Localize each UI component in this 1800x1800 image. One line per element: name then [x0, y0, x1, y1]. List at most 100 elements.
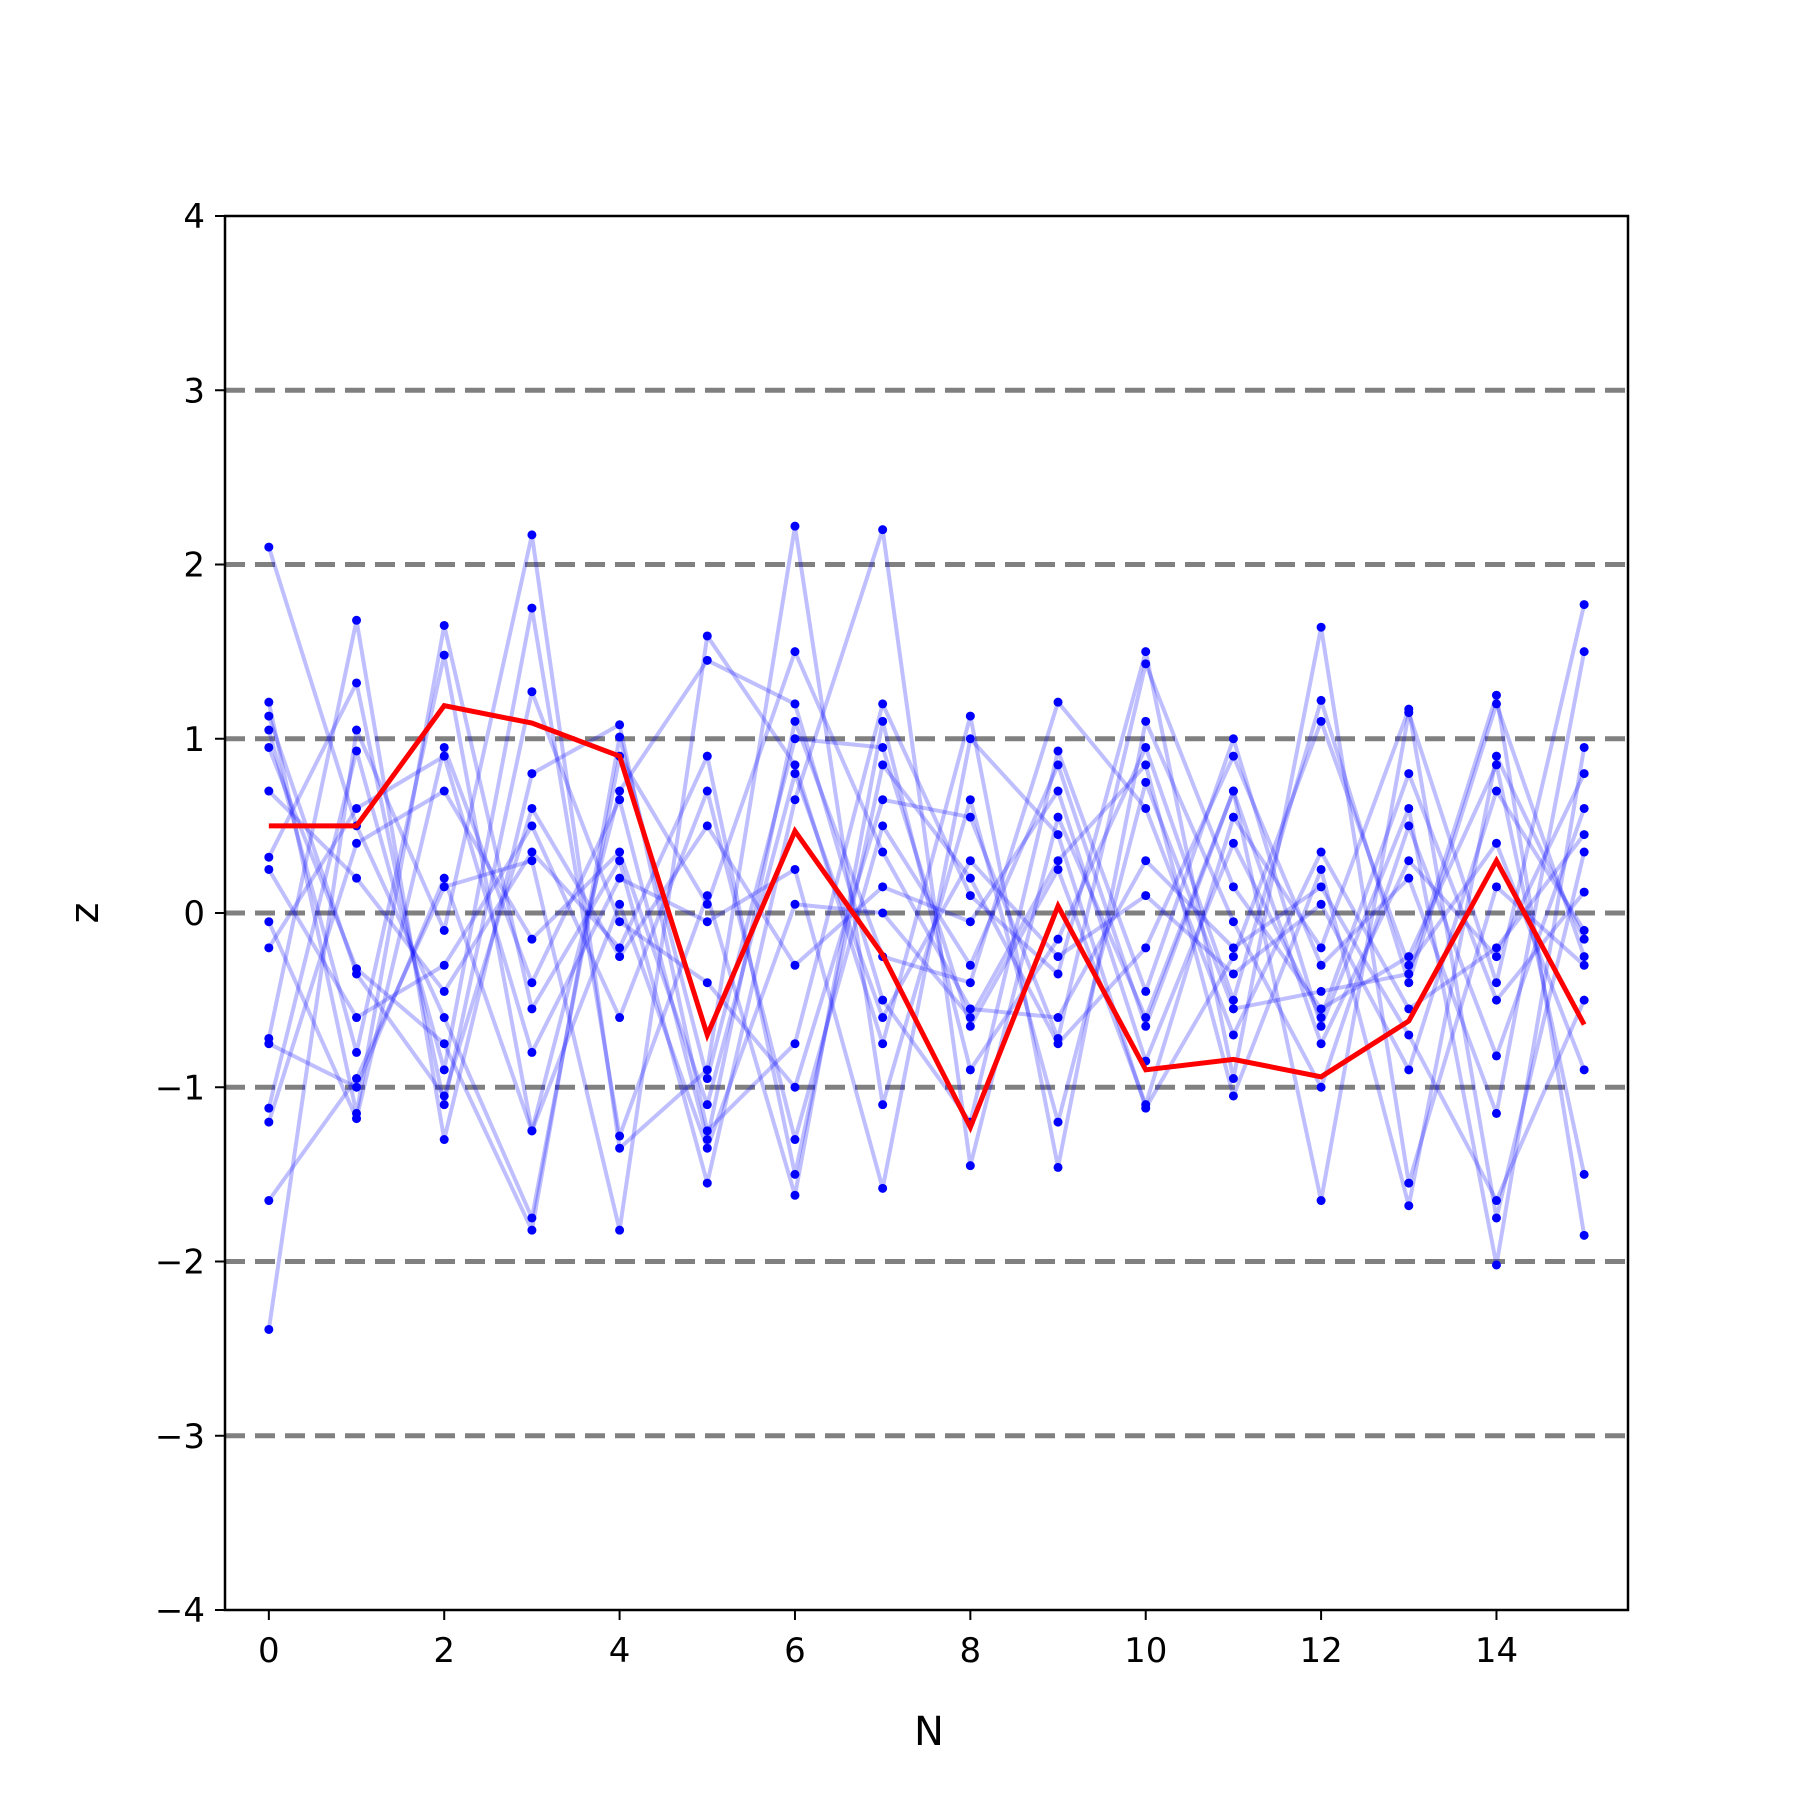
- sample-point: [965, 1161, 975, 1171]
- sample-point: [527, 1225, 537, 1235]
- y-axis: −4 −3 −2 −1 0 1 2 3 4: [155, 197, 225, 1631]
- sample-series-line: [266, 653, 1587, 1267]
- sample-point: [1491, 1051, 1501, 1061]
- sample-point: [1316, 882, 1326, 892]
- sample-point: [264, 542, 274, 552]
- sample-point: [702, 1065, 712, 1075]
- sample-point: [1404, 1065, 1414, 1075]
- sample-point: [264, 1196, 274, 1206]
- sample-point: [1053, 746, 1063, 756]
- sample-point: [1316, 1196, 1326, 1206]
- sample-point: [1579, 830, 1589, 840]
- sample-point: [1579, 1065, 1589, 1075]
- sample-point: [702, 655, 712, 665]
- sample-point: [1491, 978, 1501, 988]
- sample-point: [1579, 647, 1589, 657]
- sample-point: [702, 899, 712, 909]
- sample-point: [1316, 1021, 1326, 1031]
- sample-point: [1316, 899, 1326, 909]
- sample-point: [1053, 952, 1063, 962]
- sample-point: [1316, 1082, 1326, 1092]
- sample-point: [1141, 1013, 1151, 1023]
- sample-point: [439, 786, 449, 796]
- sample-series-line: [267, 700, 1586, 1142]
- sample-point: [790, 716, 800, 726]
- sample-point: [439, 1135, 449, 1145]
- sample-point: [790, 1135, 800, 1145]
- sample-point: [878, 821, 888, 831]
- sample-point: [702, 821, 712, 831]
- sample-point: [1228, 917, 1238, 927]
- sample-point: [702, 1135, 712, 1145]
- sample-point: [1491, 699, 1501, 709]
- x-axis-label: N: [914, 1709, 944, 1755]
- sample-point: [527, 1047, 537, 1057]
- sample-series-line: [267, 651, 1587, 1177]
- sample-point: [264, 864, 274, 874]
- sample-series-line: [266, 715, 1586, 1098]
- sample-point: [878, 882, 888, 892]
- sample-point: [615, 847, 625, 857]
- sample-point: [439, 650, 449, 660]
- sample-point: [264, 711, 274, 721]
- sample-point: [1228, 969, 1238, 979]
- sample-point: [352, 969, 362, 979]
- sample-point: [1404, 704, 1414, 714]
- sample-point: [1053, 1013, 1063, 1023]
- sample-point: [702, 631, 712, 641]
- sample-point: [1579, 742, 1589, 752]
- sample-point: [615, 720, 625, 730]
- sample-point: [1316, 622, 1326, 632]
- sample-point: [352, 1013, 362, 1023]
- sample-point: [352, 873, 362, 883]
- sample-point: [790, 699, 800, 709]
- sample-point: [527, 530, 537, 540]
- sample-point: [439, 873, 449, 883]
- sample-point: [790, 1169, 800, 1179]
- sample-point: [1491, 995, 1501, 1005]
- sample-point: [1228, 734, 1238, 744]
- sample-series-line: [267, 762, 1586, 1142]
- sample-point: [1141, 1021, 1151, 1031]
- x-axis: 0 2 4 6 8 10 12 14: [258, 1610, 1518, 1671]
- sample-point: [439, 960, 449, 970]
- sample-point: [965, 1013, 975, 1023]
- sample-point: [264, 725, 274, 735]
- y-tick-label: 3: [183, 371, 205, 411]
- sample-point: [965, 711, 975, 721]
- sample-point: [527, 769, 537, 779]
- sample-point: [1491, 1260, 1501, 1270]
- sample-point: [1053, 1039, 1063, 1049]
- sample-point: [1579, 887, 1589, 897]
- sample-point: [965, 1065, 975, 1075]
- sample-point: [1053, 969, 1063, 979]
- sample-point: [527, 847, 537, 857]
- sample-point: [264, 943, 274, 953]
- sample-series-line: [267, 633, 1587, 1233]
- sample-point: [702, 978, 712, 988]
- sample-point: [1404, 960, 1414, 970]
- sample-point: [790, 769, 800, 779]
- sample-series-line: [267, 719, 1587, 1191]
- sample-point: [1491, 760, 1501, 770]
- sample-point: [1404, 1201, 1414, 1211]
- sample-point: [1053, 697, 1063, 707]
- sample-point: [1141, 891, 1151, 901]
- sample-point: [439, 620, 449, 630]
- sample-point: [965, 960, 975, 970]
- sample-point: [1316, 695, 1326, 705]
- y-tick-label: 2: [183, 546, 205, 586]
- sample-point: [615, 795, 625, 805]
- sample-point: [1491, 786, 1501, 796]
- sample-point: [878, 1100, 888, 1110]
- sample-point: [439, 1039, 449, 1049]
- sample-point: [264, 1117, 274, 1127]
- sample-point: [264, 1103, 274, 1113]
- sample-series-line: [267, 754, 1586, 1208]
- sample-point: [439, 1091, 449, 1101]
- sample-point: [878, 795, 888, 805]
- sample-point: [790, 899, 800, 909]
- sample-point: [1316, 847, 1326, 857]
